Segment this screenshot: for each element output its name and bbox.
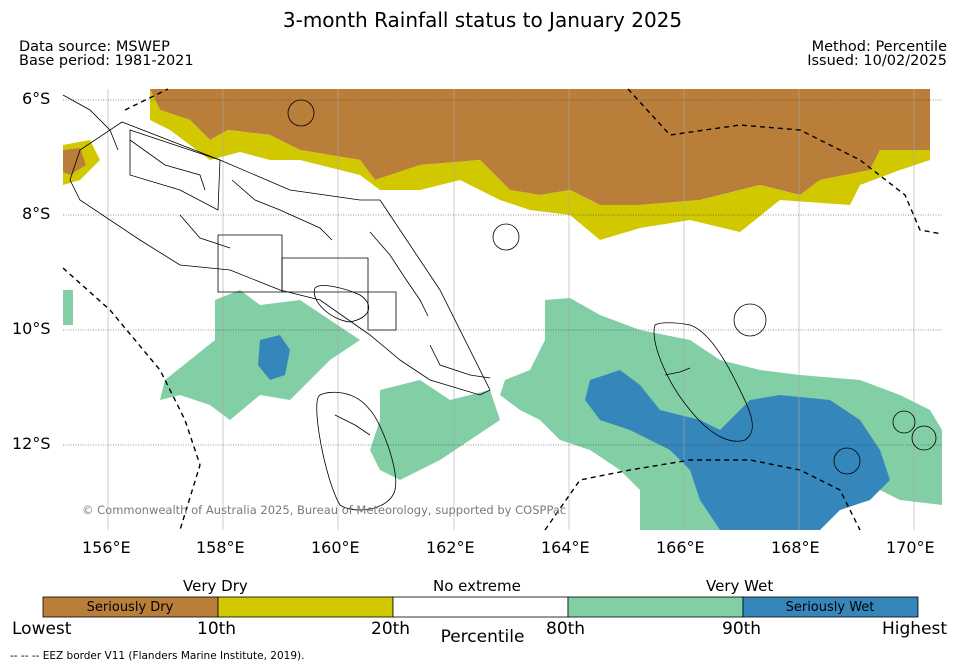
lat-label: 8°S: [22, 204, 51, 223]
lon-label: 164°E: [541, 538, 590, 557]
colorbar-group-label: Very Wet: [706, 577, 774, 595]
eez-borders: [62, 88, 943, 531]
colorbar-cell-label: Seriously Dry: [87, 600, 174, 615]
very-wet-region-west: [63, 290, 73, 325]
eez-polygons: [69, 99, 937, 511]
colorbar-tick: 20th: [371, 619, 411, 639]
lat-label: 6°S: [22, 89, 51, 108]
colorbar-cell-seriously-wet: [742, 596, 919, 618]
base-period-label: Base period: 1981-2021: [19, 53, 194, 69]
lon-label: 158°E: [196, 538, 245, 557]
longitude-gridlines: [107, 89, 915, 530]
method-label: Method: Percentile: [811, 39, 947, 55]
page-title: 3-month Rainfall status to January 2025: [282, 8, 683, 32]
very-dry-region: [150, 89, 930, 240]
colorbar-tick: Lowest: [12, 619, 72, 639]
islands: [62, 94, 691, 436]
colorbar-group-label: Very Dry: [183, 577, 248, 595]
lon-label: 156°E: [82, 538, 131, 557]
colorbar-group-label: No extreme: [433, 577, 521, 595]
footnote: -- -- -- EEZ border V11 (Flanders Marine…: [10, 650, 305, 662]
seriously-dry-region: [150, 89, 930, 205]
colorbar-axis-label: Percentile: [440, 627, 525, 647]
lon-label: 166°E: [656, 538, 705, 557]
colorbar-tick: 80th: [546, 619, 586, 639]
colorbar-cell-very-dry: [217, 596, 394, 618]
lat-label: 10°S: [12, 319, 51, 338]
seriously-wet-region-small: [258, 335, 290, 380]
issued-label: Issued: 10/02/2025: [807, 53, 947, 69]
colorbar-tick: 10th: [197, 619, 237, 639]
lon-label: 162°E: [426, 538, 475, 557]
colorbar-tick: 90th: [722, 619, 762, 639]
meta-right: Method: Percentile Issued: 10/02/2025: [807, 39, 947, 69]
data-source-label: Data source: MSWEP: [19, 39, 170, 55]
lon-label: 170°E: [886, 538, 935, 557]
meta-left: Data source: MSWEP Base period: 1981-202…: [19, 39, 194, 69]
colorbar-cell-no-extreme: [392, 596, 569, 618]
lon-label: 168°E: [771, 538, 820, 557]
colorbar-tick: Highest: [882, 619, 948, 639]
lat-label: 12°S: [12, 434, 51, 453]
colorbar-cell-label: Seriously Wet: [786, 600, 875, 615]
copyright-text: © Commonwealth of Australia 2025, Bureau…: [82, 503, 567, 517]
seriously-dry-region-west: [63, 148, 86, 175]
very-wet-region-south: [370, 380, 500, 480]
seriously-wet-region: [585, 370, 890, 530]
colorbar-cell-very-wet: [567, 596, 744, 618]
map-frame: [62, 88, 943, 531]
lon-label: 160°E: [311, 538, 360, 557]
latitude-gridlines: [63, 99, 942, 446]
